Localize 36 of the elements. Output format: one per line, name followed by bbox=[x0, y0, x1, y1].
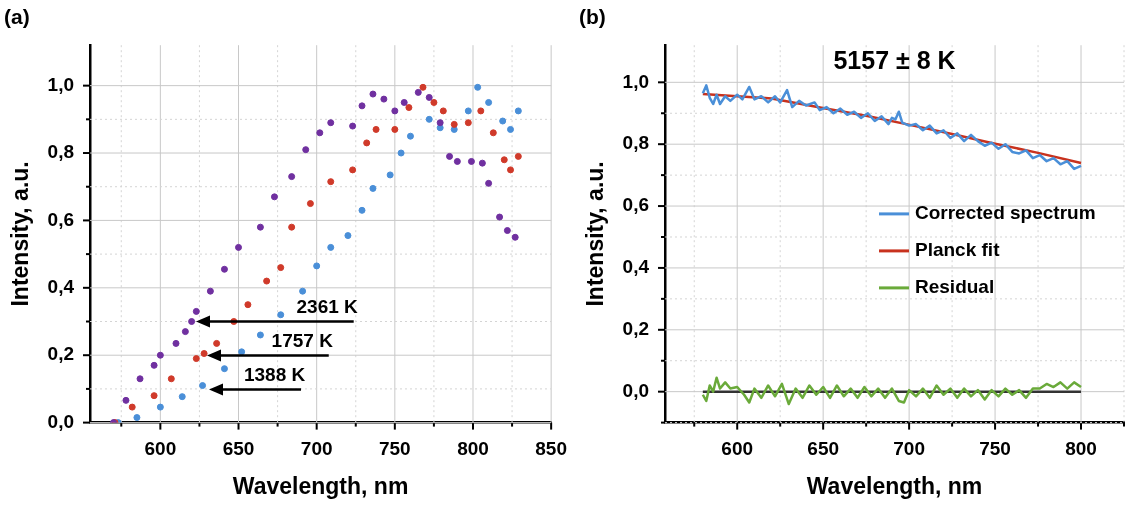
x-tick-label: 750 bbox=[378, 438, 411, 460]
legend-label: Planck fit bbox=[915, 239, 1001, 261]
y-tick-label: 0,0 bbox=[47, 410, 75, 432]
x-axis-title: Wavelength, nm bbox=[232, 472, 409, 499]
x-tick-label: 800 bbox=[1065, 438, 1097, 460]
y-tick-label: 0,8 bbox=[47, 141, 75, 163]
x-tick-label: 800 bbox=[457, 438, 489, 460]
chart-title: (b) bbox=[579, 5, 606, 29]
y-tick-label: 0,4 bbox=[622, 256, 650, 278]
y-tick-label: 0,2 bbox=[47, 343, 75, 365]
x-tick-label: 700 bbox=[300, 438, 333, 460]
x-axis-title: Wavelength, nm bbox=[806, 472, 983, 499]
x-tick-label: 750 bbox=[979, 438, 1011, 460]
x-tick-label: 600 bbox=[721, 438, 754, 460]
y-axis-title: Intensity, a.u. bbox=[582, 161, 609, 307]
legend-label: Residual bbox=[915, 276, 995, 298]
legend-label: Corrected spectrum bbox=[915, 202, 1096, 224]
y-tick-label: 1,0 bbox=[47, 73, 75, 95]
annotation: 2361 K bbox=[296, 296, 359, 318]
y-tick-label: 0,4 bbox=[47, 276, 75, 298]
x-tick-label: 600 bbox=[144, 438, 177, 460]
annotation: 1388 K bbox=[243, 363, 306, 385]
y-tick-label: 0,0 bbox=[622, 379, 650, 401]
chart-subtitle: 5157 ± 8 K bbox=[833, 45, 956, 74]
x-tick-label: 700 bbox=[893, 438, 925, 460]
annotation: 1757 K bbox=[271, 329, 334, 351]
chart-title: (a) bbox=[4, 5, 30, 29]
y-tick-label: 1,0 bbox=[622, 70, 650, 92]
x-tick-label: 650 bbox=[807, 438, 840, 460]
y-tick-label: 0,6 bbox=[622, 194, 650, 216]
x-tick-label: 850 bbox=[535, 438, 567, 460]
y-tick-label: 0,2 bbox=[622, 318, 650, 340]
y-axis-title: Intensity, a.u. bbox=[7, 161, 34, 307]
x-tick-label: 650 bbox=[222, 438, 255, 460]
y-tick-label: 0,6 bbox=[47, 208, 75, 230]
y-tick-label: 0,8 bbox=[622, 132, 650, 154]
